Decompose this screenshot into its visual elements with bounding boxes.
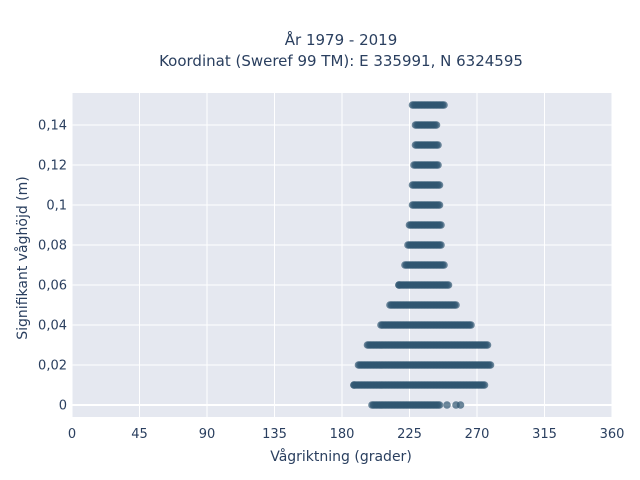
outlier-point: [395, 281, 403, 289]
y-tick-label: 0,12: [38, 159, 67, 174]
x-tick-label: 0: [68, 427, 76, 442]
chart-subtitle: Koordinat (Sweref 99 TM): E 335991, N 63…: [159, 52, 523, 70]
chart-title: År 1979 - 2019: [285, 30, 398, 49]
data-point: [432, 121, 441, 129]
data-point: [467, 321, 475, 329]
x-tick-label: 360: [600, 427, 625, 442]
grid-lines: [71, 93, 613, 417]
x-axis-title: Vågriktning (grader): [270, 448, 412, 465]
x-tick-labels: 0 45 90 135 180 225 270 315 360: [68, 427, 625, 442]
x-tick-label: 270: [465, 427, 490, 442]
x-tick-label: 315: [532, 427, 557, 442]
data-point: [435, 201, 444, 209]
y-tick-label: 0,04: [38, 319, 67, 334]
x-tick-label: 180: [330, 427, 355, 442]
data-point: [444, 281, 453, 289]
x-tick-label: 135: [262, 427, 287, 442]
data-point: [434, 161, 442, 169]
x-tick-label: 90: [199, 427, 216, 442]
y-tick-label: 0,1: [46, 199, 67, 214]
data-point: [480, 381, 489, 389]
data-point: [486, 361, 495, 369]
y-tick-label: 0: [59, 399, 67, 414]
outlier-point: [350, 381, 358, 389]
y-tick-label: 0,14: [38, 119, 67, 134]
data-point: [440, 101, 448, 109]
data-point: [437, 221, 445, 229]
data-point: [434, 141, 442, 149]
data-point: [435, 401, 444, 409]
y-tick-label: 0,06: [38, 279, 67, 294]
data-point: [435, 181, 444, 189]
outlier-point: [443, 401, 451, 409]
data-point: [483, 341, 492, 349]
y-axis-title: Signifikant våghöjd (m): [14, 176, 31, 339]
data-point: [437, 241, 445, 249]
y-tick-labels: 0 0,02 0,04 0,06 0,08 0,1 0,12 0,14: [38, 119, 67, 414]
x-tick-label: 45: [131, 427, 148, 442]
outlier-point: [456, 401, 465, 409]
outlier-point: [386, 301, 394, 309]
y-tick-label: 0,02: [38, 359, 67, 374]
x-tick-label: 225: [397, 427, 422, 442]
data-points: [350, 101, 495, 409]
data-point: [452, 301, 460, 309]
y-tick-label: 0,08: [38, 239, 67, 254]
data-point: [440, 261, 448, 269]
